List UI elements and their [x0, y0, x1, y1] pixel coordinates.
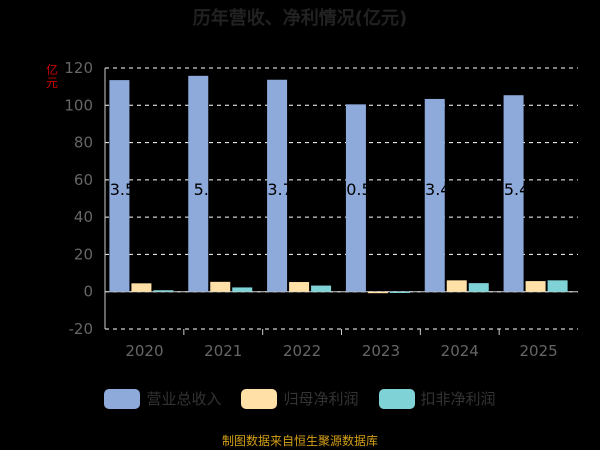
bar-2-2025 — [547, 280, 568, 292]
legend-item-net-profit[interactable]: 归母净利润 — [241, 388, 359, 409]
y-tick-label: -20 — [69, 320, 94, 338]
legend-swatch-revenue — [104, 388, 141, 409]
bar-2-2023 — [389, 291, 410, 294]
chart-title: 历年营收、净利情况(亿元) — [192, 8, 408, 29]
y-tick-label: 120 — [64, 59, 93, 77]
bar-data-label: 3.7 — [267, 180, 292, 199]
legend-label-deducted-profit: 扣非净利润 — [420, 390, 496, 408]
bar-1-2020 — [131, 283, 152, 292]
legend-label-net-profit: 归母净利润 — [283, 390, 359, 408]
x-tick-label: 2020 — [125, 342, 163, 360]
bar-data-label: 5. — [194, 180, 209, 199]
bar-2-2024 — [468, 283, 489, 292]
bar-1-2023 — [367, 291, 388, 294]
legend: 营业总收入 归母净利润 扣非净利润 — [0, 388, 600, 409]
bar-data-label: 3.4 — [425, 180, 450, 199]
bar-1-2025 — [525, 281, 546, 292]
bar-0-2020 — [109, 80, 130, 292]
bar-2-2022 — [311, 285, 332, 292]
data-source-footer: 制图数据来自恒生聚源数据库 — [221, 434, 378, 448]
bar-2-2021 — [232, 287, 253, 292]
bar-0-2021 — [188, 75, 209, 292]
legend-swatch-net-profit — [241, 388, 278, 409]
y-tick-label: 40 — [74, 208, 93, 226]
bar-data-label: 0.5 — [346, 180, 371, 199]
y-tick-label: 80 — [74, 134, 93, 152]
bar-2-2020 — [153, 290, 174, 292]
y-tick-label: 60 — [74, 171, 93, 189]
bar-1-2021 — [210, 281, 231, 292]
bar-data-label: 3.5 — [110, 180, 135, 199]
x-tick-label: 2022 — [283, 342, 321, 360]
x-tick-label: 2024 — [441, 342, 479, 360]
y-tick-label: 0 — [83, 283, 93, 301]
legend-item-deducted-profit[interactable]: 扣非净利润 — [378, 388, 496, 409]
y-axis-label: 亿元 — [46, 63, 59, 90]
legend-label-revenue: 营业总收入 — [146, 390, 222, 408]
bar-1-2024 — [446, 280, 467, 292]
bar-0-2024 — [424, 98, 445, 292]
bar-data-label: 5.4 — [504, 180, 529, 199]
x-tick-label: 2021 — [204, 342, 242, 360]
bar-0-2025 — [503, 95, 524, 292]
legend-item-revenue[interactable]: 营业总收入 — [104, 388, 221, 409]
x-tick-label: 2023 — [362, 342, 400, 360]
y-tick-label: 20 — [74, 245, 93, 263]
x-tick-label: 2025 — [519, 342, 557, 360]
bar-0-2023 — [345, 104, 366, 292]
bar-0-2022 — [267, 79, 288, 292]
bar-1-2022 — [289, 282, 310, 292]
legend-swatch-deducted-profit — [378, 388, 415, 409]
y-tick-label: 100 — [64, 96, 93, 114]
